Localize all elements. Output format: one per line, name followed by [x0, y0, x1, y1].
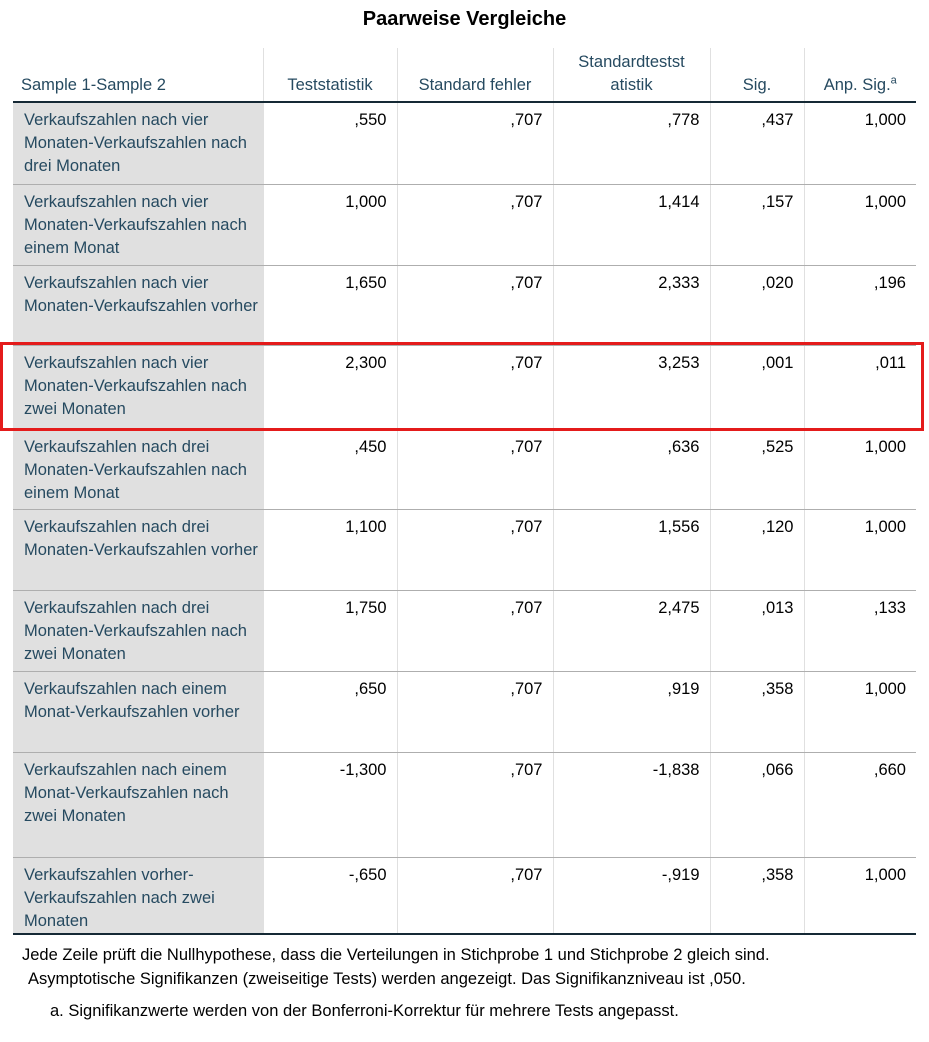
- cell-sig: ,358: [709, 671, 804, 753]
- cell-teststatistik: -,650: [262, 857, 397, 935]
- row-label: Verkaufszahlen nach vier Monaten-Verkauf…: [13, 102, 263, 185]
- cell-teststatistik: 2,300: [262, 345, 397, 430]
- cell-sig: ,020: [709, 265, 804, 346]
- col-header-standardfehler: Standard fehler: [396, 48, 553, 103]
- cell-sig: ,066: [709, 752, 804, 858]
- col-header-standardteststatistik: Standardtestst atistik: [552, 48, 710, 103]
- col-header-standardfehler-text: Standard fehler: [418, 76, 532, 94]
- table-body: Verkaufszahlen nach vier Monaten-Verkauf…: [13, 102, 916, 935]
- col-header-sample: Sample 1-Sample 2: [13, 48, 263, 103]
- table-row: Verkaufszahlen nach vier Monaten-Verkauf…: [13, 265, 916, 346]
- cell-anp-sig: 1,000: [803, 184, 916, 266]
- cell-sig: ,001: [709, 345, 804, 430]
- cell-standardteststatistik: 2,333: [552, 265, 710, 346]
- cell-anp-sig: 1,000: [803, 671, 916, 753]
- cell-sig: ,358: [709, 857, 804, 935]
- cell-standardteststatistik: ,778: [552, 102, 710, 185]
- cell-standardfehler: ,707: [396, 184, 553, 266]
- cell-standardteststatistik: -,919: [552, 857, 710, 935]
- cell-sig: ,013: [709, 590, 804, 672]
- col-header-sig: Sig.: [709, 48, 804, 103]
- cell-teststatistik: -1,300: [262, 752, 397, 858]
- row-label: Verkaufszahlen vorher-Verkaufszahlen nac…: [13, 857, 263, 935]
- cell-sig: ,525: [709, 429, 804, 510]
- row-label: Verkaufszahlen nach drei Monaten-Verkauf…: [13, 429, 263, 510]
- cell-standardfehler: ,707: [396, 429, 553, 510]
- cell-standardfehler: ,707: [396, 590, 553, 672]
- cell-standardteststatistik: -1,838: [552, 752, 710, 858]
- cell-anp-sig: ,133: [803, 590, 916, 672]
- cell-standardfehler: ,707: [396, 671, 553, 753]
- row-label: Verkaufszahlen nach drei Monaten-Verkauf…: [13, 590, 263, 672]
- cell-teststatistik: 1,750: [262, 590, 397, 672]
- cell-standardteststatistik: 1,556: [552, 509, 710, 591]
- cell-standardteststatistik: 1,414: [552, 184, 710, 266]
- footnote-nullhypothesis: Jede Zeile prüft die Nullhypothese, dass…: [22, 946, 770, 964]
- footnote-bonferroni: a. Signifikanzwerte werden von der Bonfe…: [50, 1002, 679, 1020]
- cell-anp-sig: 1,000: [803, 429, 916, 510]
- cell-sig: ,120: [709, 509, 804, 591]
- cell-teststatistik: ,450: [262, 429, 397, 510]
- table-row: Verkaufszahlen vorher-Verkaufszahlen nac…: [13, 857, 916, 935]
- cell-standardfehler: ,707: [396, 857, 553, 935]
- row-label: Verkaufszahlen nach vier Monaten-Verkauf…: [13, 265, 263, 346]
- col-header-standardteststatistik-text: Standardtestst atistik: [578, 53, 685, 94]
- pairwise-comparisons-table: Sample 1-Sample 2 Teststatistik Standard…: [13, 48, 916, 935]
- cell-standardteststatistik: 3,253: [552, 345, 710, 430]
- table-row: Verkaufszahlen nach vier Monaten-Verkauf…: [13, 184, 916, 266]
- row-label: Verkaufszahlen nach vier Monaten-Verkauf…: [13, 345, 263, 430]
- cell-standardteststatistik: ,919: [552, 671, 710, 753]
- cell-anp-sig: 1,000: [803, 509, 916, 591]
- cell-teststatistik: ,650: [262, 671, 397, 753]
- cell-teststatistik: 1,650: [262, 265, 397, 346]
- footnote-significance: Asymptotische Signifikanzen (zweiseitige…: [28, 970, 746, 988]
- cell-standardteststatistik: 2,475: [552, 590, 710, 672]
- table-row: Verkaufszahlen nach drei Monaten-Verkauf…: [13, 429, 916, 510]
- table-row: Verkaufszahlen nach einem Monat-Verkaufs…: [13, 752, 916, 858]
- col-header-anp-sig-text: Anp. Sig.: [823, 76, 891, 94]
- row-label: Verkaufszahlen nach drei Monaten-Verkauf…: [13, 509, 263, 591]
- row-label: Verkaufszahlen nach einem Monat-Verkaufs…: [13, 671, 263, 753]
- table-row: Verkaufszahlen nach einem Monat-Verkaufs…: [13, 671, 916, 753]
- table-row: Verkaufszahlen nach drei Monaten-Verkauf…: [13, 590, 916, 672]
- table-row: Verkaufszahlen nach vier Monaten-Verkauf…: [13, 102, 916, 185]
- cell-anp-sig: 1,000: [803, 857, 916, 935]
- cell-anp-sig: ,660: [803, 752, 916, 858]
- cell-anp-sig: 1,000: [803, 102, 916, 185]
- cell-sig: ,157: [709, 184, 804, 266]
- footnote-marker: a: [890, 74, 897, 87]
- cell-teststatistik: 1,000: [262, 184, 397, 266]
- cell-teststatistik: ,550: [262, 102, 397, 185]
- cell-standardfehler: ,707: [396, 509, 553, 591]
- table-title: Paarweise Vergleiche: [362, 8, 567, 30]
- cell-sig: ,437: [709, 102, 804, 185]
- cell-standardteststatistik: ,636: [552, 429, 710, 510]
- row-label: Verkaufszahlen nach vier Monaten-Verkauf…: [13, 184, 263, 266]
- cell-standardfehler: ,707: [396, 265, 553, 346]
- cell-standardfehler: ,707: [396, 345, 553, 430]
- cell-anp-sig: ,196: [803, 265, 916, 346]
- cell-standardfehler: ,707: [396, 102, 553, 185]
- table-row: Verkaufszahlen nach drei Monaten-Verkauf…: [13, 509, 916, 591]
- cell-teststatistik: 1,100: [262, 509, 397, 591]
- col-header-teststatistik: Teststatistik: [262, 48, 397, 103]
- cell-anp-sig: ,011: [803, 345, 916, 430]
- row-label: Verkaufszahlen nach einem Monat-Verkaufs…: [13, 752, 263, 858]
- cell-standardfehler: ,707: [396, 752, 553, 858]
- table-row: Verkaufszahlen nach vier Monaten-Verkauf…: [13, 345, 916, 430]
- col-header-anp-sig: Anp. Sig.a: [803, 48, 916, 103]
